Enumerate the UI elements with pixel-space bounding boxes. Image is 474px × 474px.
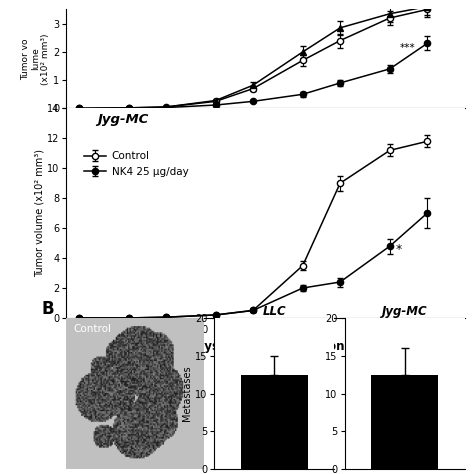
Y-axis label: Tumor vo
lume
(x10² mm³): Tumor vo lume (x10² mm³) [20, 33, 50, 85]
Text: Jyg-MC: Jyg-MC [98, 113, 149, 127]
Text: ***: *** [400, 43, 416, 53]
Legend: Control, NK4 25 μg/day: Control, NK4 25 μg/day [83, 151, 188, 176]
Text: *: * [396, 243, 402, 255]
Title: LLC: LLC [263, 305, 286, 318]
X-axis label: Days after implantation: Days after implantation [187, 340, 344, 354]
Text: B: B [42, 300, 54, 318]
Y-axis label: Tumor volume (x10² mm³): Tumor volume (x10² mm³) [34, 149, 44, 277]
Bar [371, 374, 438, 469]
Text: Control: Control [73, 324, 111, 334]
Y-axis label: Metastases: Metastases [182, 366, 192, 421]
Title: Jyg-MC: Jyg-MC [382, 305, 428, 318]
Bar [241, 374, 308, 469]
